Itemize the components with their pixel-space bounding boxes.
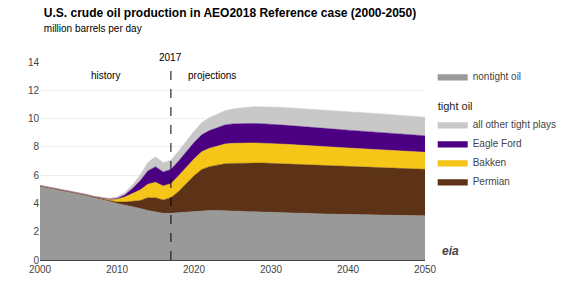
svg-text:2050: 2050 — [414, 264, 437, 275]
svg-text:2040: 2040 — [337, 264, 360, 275]
svg-text:U.S. crude oil production in A: U.S. crude oil production in AEO2018 Ref… — [44, 6, 416, 35]
svg-text:8: 8 — [33, 141, 39, 152]
svg-text:12: 12 — [28, 85, 40, 96]
svg-text:tight oil: tight oil — [438, 100, 473, 112]
svg-text:nontight oil: nontight oil — [473, 71, 521, 82]
svg-text:2017: 2017 — [159, 52, 182, 63]
svg-text:10: 10 — [28, 113, 40, 124]
svg-text:2030: 2030 — [260, 264, 283, 275]
svg-text:all other tight plays: all other tight plays — [473, 119, 556, 130]
svg-text:2000: 2000 — [29, 264, 52, 275]
svg-text:projections: projections — [188, 70, 236, 81]
svg-text:0: 0 — [33, 255, 39, 266]
svg-text:Permian: Permian — [473, 176, 510, 187]
svg-text:eia: eia — [442, 244, 459, 258]
svg-text:4: 4 — [33, 198, 39, 209]
svg-text:2: 2 — [33, 226, 39, 237]
svg-text:6: 6 — [33, 170, 39, 181]
svg-text:14: 14 — [28, 57, 40, 68]
svg-text:history: history — [91, 70, 120, 81]
svg-text:2010: 2010 — [106, 264, 129, 275]
svg-text:2020: 2020 — [183, 264, 206, 275]
svg-text:Bakken: Bakken — [473, 157, 506, 168]
svg-text:Eagle Ford: Eagle Ford — [473, 138, 522, 149]
